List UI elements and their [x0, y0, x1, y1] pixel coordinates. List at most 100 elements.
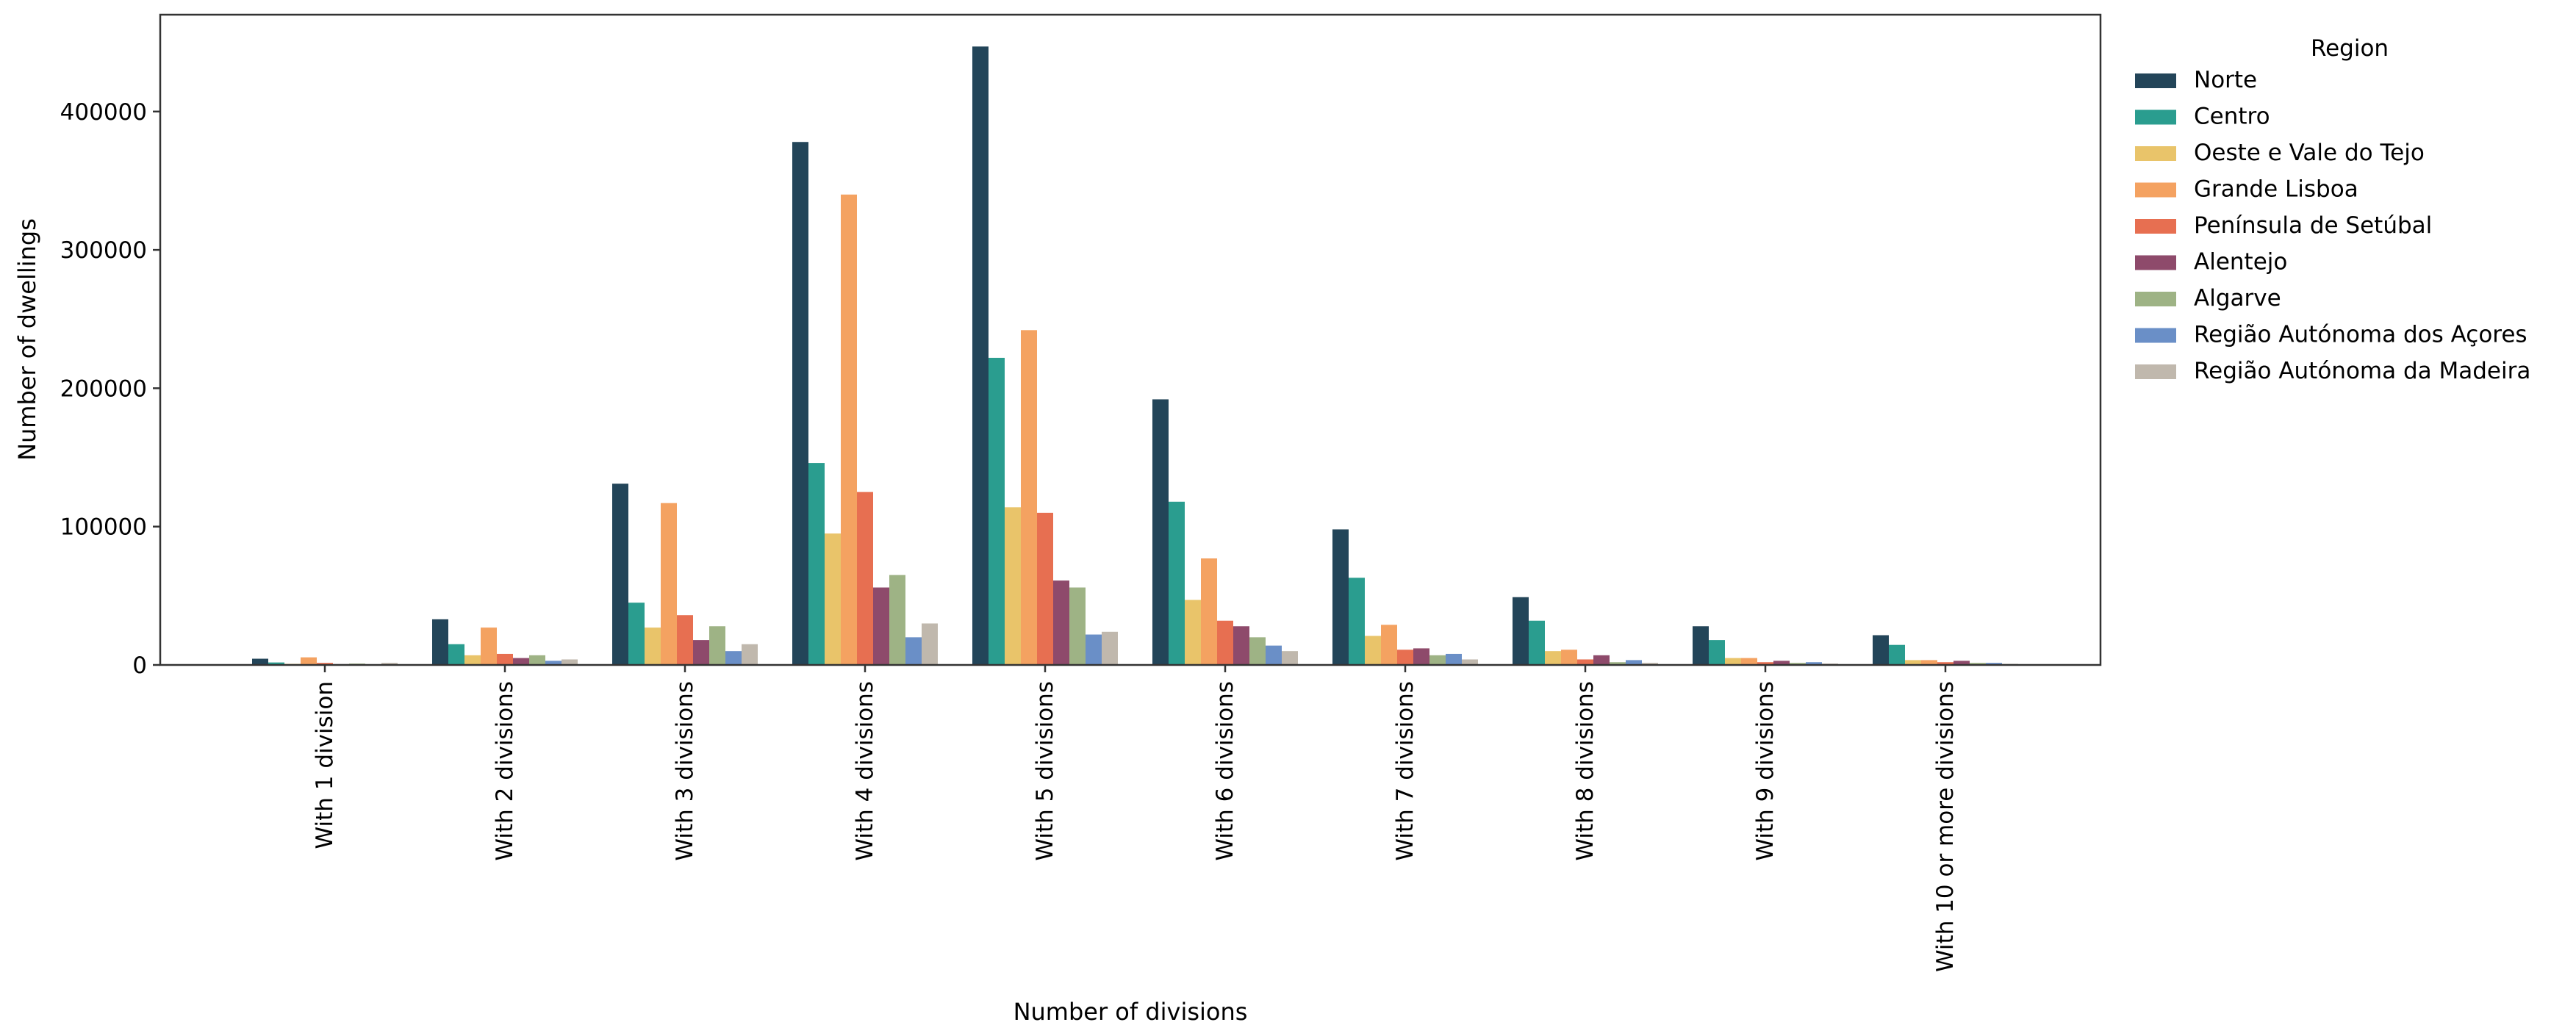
bar-regi-o-aut-noma-dos-a-ores-3 — [725, 651, 742, 665]
bar-norte-10 — [1873, 635, 1889, 665]
bar-algarve-7 — [1429, 655, 1446, 665]
bar-algarve-9 — [1790, 663, 1806, 665]
x-tick-label: With 2 divisions — [492, 681, 518, 861]
bar-norte-1 — [252, 658, 268, 665]
bar-grande-lisboa-2 — [481, 627, 497, 665]
legend-label: Região Autónoma dos Açores — [2194, 322, 2527, 348]
y-tick-label: 400000 — [60, 99, 147, 126]
bar-norte-4 — [792, 142, 808, 666]
bar-regi-o-aut-noma-dos-a-ores-6 — [1266, 645, 1282, 665]
bar-pen-nsula-de-set-bal-9 — [1757, 662, 1773, 665]
legend-swatch — [2135, 255, 2176, 270]
bar-norte-3 — [612, 483, 628, 665]
x-tick-label: With 7 divisions — [1392, 681, 1418, 861]
bar-algarve-8 — [1610, 662, 1626, 665]
legend-items: Norte Centro Oeste e Vale do Tejo Grande Li… — [2135, 67, 2530, 384]
bar-norte-5 — [972, 46, 989, 665]
bar-pen-nsula-de-set-bal-10 — [1937, 662, 1953, 665]
legend-label: Oeste e Vale do Tejo — [2194, 140, 2425, 166]
bar-centro-4 — [808, 463, 825, 665]
legend-label: Centro — [2194, 104, 2270, 130]
bar-regi-o-aut-noma-dos-a-ores-9 — [1806, 662, 1822, 665]
legend-swatch — [2135, 328, 2176, 343]
bar-pen-nsula-de-set-bal-2 — [497, 653, 513, 665]
bar-oeste-e-vale-do-tejo-4 — [825, 533, 841, 665]
bar-grande-lisboa-9 — [1741, 658, 1757, 665]
bar-oeste-e-vale-do-tejo-2 — [464, 655, 481, 665]
bar-regi-o-aut-noma-da-madeira-6 — [1282, 651, 1298, 665]
bar-pen-nsula-de-set-bal-1 — [317, 663, 333, 665]
legend-swatch — [2135, 182, 2176, 198]
bar-oeste-e-vale-do-tejo-7 — [1365, 636, 1381, 665]
bar-pen-nsula-de-set-bal-8 — [1577, 659, 1593, 665]
bar-grande-lisboa-3 — [661, 503, 677, 665]
bar-algarve-4 — [889, 575, 905, 665]
bar-algarve-6 — [1249, 637, 1266, 665]
bar-alentejo-10 — [1953, 661, 1970, 665]
x-axis-label: Number of divisions — [1013, 998, 1248, 1026]
bar-grande-lisboa-7 — [1381, 625, 1397, 665]
bar-algarve-5 — [1069, 587, 1086, 665]
bars-group — [252, 46, 2018, 666]
y-axis: 0 100000 200000 300000 400000 — [60, 99, 160, 679]
bar-alentejo-9 — [1773, 661, 1790, 665]
bar-algarve-10 — [1970, 663, 1986, 665]
bar-pen-nsula-de-set-bal-5 — [1037, 512, 1053, 665]
legend-swatch — [2135, 73, 2176, 88]
bar-algarve-2 — [529, 655, 545, 665]
legend-label: Algarve — [2194, 285, 2281, 312]
legend-label: Alentejo — [2194, 249, 2287, 276]
bar-centro-6 — [1169, 501, 1185, 665]
bar-centro-9 — [1709, 640, 1725, 665]
bar-norte-2 — [432, 619, 448, 665]
bar-regi-o-aut-noma-dos-a-ores-2 — [545, 661, 562, 665]
bar-regi-o-aut-noma-dos-a-ores-10 — [1986, 663, 2002, 665]
bar-regi-o-aut-noma-da-madeira-8 — [1642, 663, 1658, 665]
x-tick-label: With 8 divisions — [1572, 681, 1599, 861]
legend-swatch — [2135, 146, 2176, 161]
bar-pen-nsula-de-set-bal-3 — [677, 615, 693, 665]
bar-alentejo-2 — [513, 658, 529, 665]
bar-grande-lisboa-8 — [1561, 650, 1577, 665]
bar-pen-nsula-de-set-bal-7 — [1397, 650, 1413, 665]
x-tick-label: With 4 divisions — [852, 681, 878, 861]
bar-grande-lisboa-5 — [1021, 330, 1037, 665]
bar-regi-o-aut-noma-da-madeira-1 — [381, 663, 398, 665]
bar-oeste-e-vale-do-tejo-3 — [645, 627, 661, 665]
bar-centro-3 — [628, 602, 645, 665]
legend-swatch — [2135, 109, 2176, 125]
bar-regi-o-aut-noma-dos-a-ores-7 — [1446, 653, 1462, 665]
legend-label: Grande Lisboa — [2194, 176, 2358, 203]
bar-oeste-e-vale-do-tejo-6 — [1185, 600, 1201, 665]
x-axis: With 1 division With 2 divisions With 3 di… — [312, 665, 1959, 972]
legend-title: Region — [2311, 35, 2389, 62]
y-axis-label: Number of dwellings — [13, 218, 41, 461]
bar-regi-o-aut-noma-da-madeira-3 — [742, 644, 758, 665]
legend-swatch — [2135, 364, 2176, 379]
bar-norte-6 — [1152, 399, 1169, 665]
legend-label: Norte — [2194, 67, 2257, 93]
bar-oeste-e-vale-do-tejo-5 — [1005, 507, 1021, 665]
bar-regi-o-aut-noma-da-madeira-4 — [922, 623, 938, 665]
bar-pen-nsula-de-set-bal-6 — [1217, 620, 1233, 665]
bar-centro-7 — [1349, 578, 1365, 665]
bar-alentejo-3 — [693, 640, 709, 665]
bar-regi-o-aut-noma-da-madeira-2 — [562, 659, 578, 665]
bar-oeste-e-vale-do-tejo-9 — [1725, 658, 1741, 665]
bar-alentejo-5 — [1053, 580, 1069, 665]
bar-centro-5 — [989, 357, 1005, 665]
bar-grande-lisboa-6 — [1201, 558, 1217, 665]
bar-regi-o-aut-noma-dos-a-ores-8 — [1626, 660, 1642, 665]
bar-alentejo-8 — [1593, 655, 1610, 665]
y-tick-label: 300000 — [60, 237, 147, 264]
x-tick-label: With 3 divisions — [672, 681, 698, 861]
bar-grande-lisboa-10 — [1921, 660, 1937, 665]
x-tick-label: With 6 divisions — [1212, 681, 1238, 861]
x-tick-label: With 1 division — [312, 681, 338, 849]
bar-regi-o-aut-noma-da-madeira-5 — [1102, 631, 1118, 665]
x-tick-label: With 10 or more divisions — [1932, 681, 1959, 972]
legend-swatch — [2135, 292, 2176, 306]
bar-oeste-e-vale-do-tejo-10 — [1905, 660, 1921, 665]
y-tick-label: 200000 — [60, 375, 147, 402]
